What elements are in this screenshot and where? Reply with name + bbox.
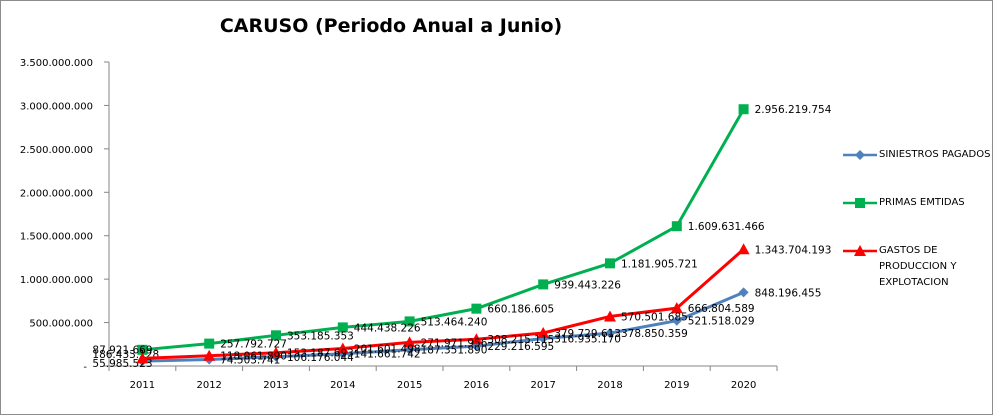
data-label: 353.185.353 xyxy=(287,330,354,342)
legend-item-gastos: GASTOS DE PRODUCCION Y EXPLOTACION xyxy=(843,244,991,291)
data-label: 141.661.742 xyxy=(354,349,421,361)
data-label: 444.438.226 xyxy=(354,322,421,334)
data-point xyxy=(738,104,749,115)
data-point xyxy=(336,342,349,354)
y-tick-label: 3.000.000.000 xyxy=(20,101,93,112)
x-tick-label: 2012 xyxy=(196,380,221,391)
data-label: 55.985.523 xyxy=(92,358,152,370)
data-label: 1.609.631.466 xyxy=(688,221,765,233)
data-point xyxy=(470,333,483,345)
legend-item-primas: PRIMAS EMTIDAS xyxy=(843,196,991,211)
data-point xyxy=(203,349,216,361)
chart-title: CARUSO (Periodo Anual a Junio) xyxy=(219,15,563,37)
data-label: 187.351.890 xyxy=(421,345,488,357)
data-point xyxy=(337,322,348,333)
data-point xyxy=(604,310,616,322)
data-label: 106.176.044 xyxy=(287,352,354,364)
data-point xyxy=(671,221,682,232)
data-point xyxy=(605,258,615,269)
data-point xyxy=(738,287,749,298)
y-tick-label: 1.000.000.000 xyxy=(20,275,93,286)
data-label: 1.181.905.721 xyxy=(621,258,698,270)
y-tick-label: - xyxy=(83,362,87,373)
data-label: 153.187.693 xyxy=(287,348,354,360)
x-tick-label: 2019 xyxy=(664,380,689,391)
data-label: 118.061.890 xyxy=(220,351,287,363)
x-tick-label: 2011 xyxy=(130,380,155,391)
data-label: 1.343.704.193 xyxy=(755,244,832,256)
data-label: 201.601.498 xyxy=(354,343,421,355)
legend-swatch-triangle-icon xyxy=(843,245,877,257)
x-tick-label: 2018 xyxy=(597,380,622,391)
x-tick-label: 2016 xyxy=(464,380,489,391)
data-label: 848.196.455 xyxy=(755,287,822,299)
y-tick-label: 1.500.000.000 xyxy=(20,232,93,243)
data-label: 271.971.956 xyxy=(421,337,488,349)
data-point xyxy=(271,330,281,341)
data-label: 378.850.359 xyxy=(621,328,688,340)
data-label: 87.921.669 xyxy=(92,344,152,356)
series-line xyxy=(142,248,745,360)
data-point xyxy=(403,336,416,348)
data-label: 513.464.240 xyxy=(421,316,488,328)
y-tick-label: 2.000.000.000 xyxy=(20,188,93,199)
data-point xyxy=(737,243,750,255)
data-label: 257.792.727 xyxy=(220,339,287,351)
data-point xyxy=(270,346,282,358)
x-tick-label: 2017 xyxy=(530,380,555,391)
data-point xyxy=(671,315,682,326)
data-label: 229.216.595 xyxy=(487,341,554,353)
x-tick-label: 2020 xyxy=(731,380,756,391)
legend-label-gastos: GASTOS DE PRODUCCION Y EXPLOTACION xyxy=(879,245,957,288)
data-point xyxy=(537,327,550,339)
data-label: 570.501.685 xyxy=(621,311,688,323)
data-label: 660.186.605 xyxy=(487,304,554,316)
data-point xyxy=(670,302,683,314)
legend-label-siniestros: SINIESTROS PAGADOS xyxy=(879,149,991,160)
data-point xyxy=(605,328,615,339)
data-point xyxy=(204,338,215,349)
legend-item-siniestros: SINIESTROS PAGADOS xyxy=(843,148,991,163)
x-tick-label: 2013 xyxy=(263,380,288,391)
legend-swatch-diamond-icon xyxy=(843,149,877,161)
data-point xyxy=(137,344,148,355)
series-line xyxy=(142,290,745,363)
data-point xyxy=(136,352,149,364)
data-label: 521.518.029 xyxy=(688,316,755,328)
data-label: 2.956.219.754 xyxy=(755,104,832,116)
data-label: 308.215.115 xyxy=(487,334,554,346)
data-point xyxy=(538,279,549,290)
legend-swatch-square-icon xyxy=(843,197,877,209)
x-tick-label: 2015 xyxy=(397,380,422,391)
y-tick-label: 500.000.000 xyxy=(29,319,93,330)
data-point xyxy=(404,316,415,327)
legend-label-primas: PRIMAS EMTIDAS xyxy=(879,197,965,208)
data-label: 666.804.589 xyxy=(688,303,755,315)
y-tick-label: 3.500.000.000 xyxy=(20,58,93,69)
data-label: 939.443.226 xyxy=(554,279,621,291)
data-label: 74.503.741 xyxy=(220,355,280,367)
y-tick-label: 2.500.000.000 xyxy=(20,145,93,156)
data-label: 316.935.170 xyxy=(554,333,621,345)
series-line xyxy=(142,108,745,352)
data-point xyxy=(471,303,482,314)
x-tick-label: 2014 xyxy=(330,380,355,391)
data-label: 379.729.613 xyxy=(554,328,621,340)
